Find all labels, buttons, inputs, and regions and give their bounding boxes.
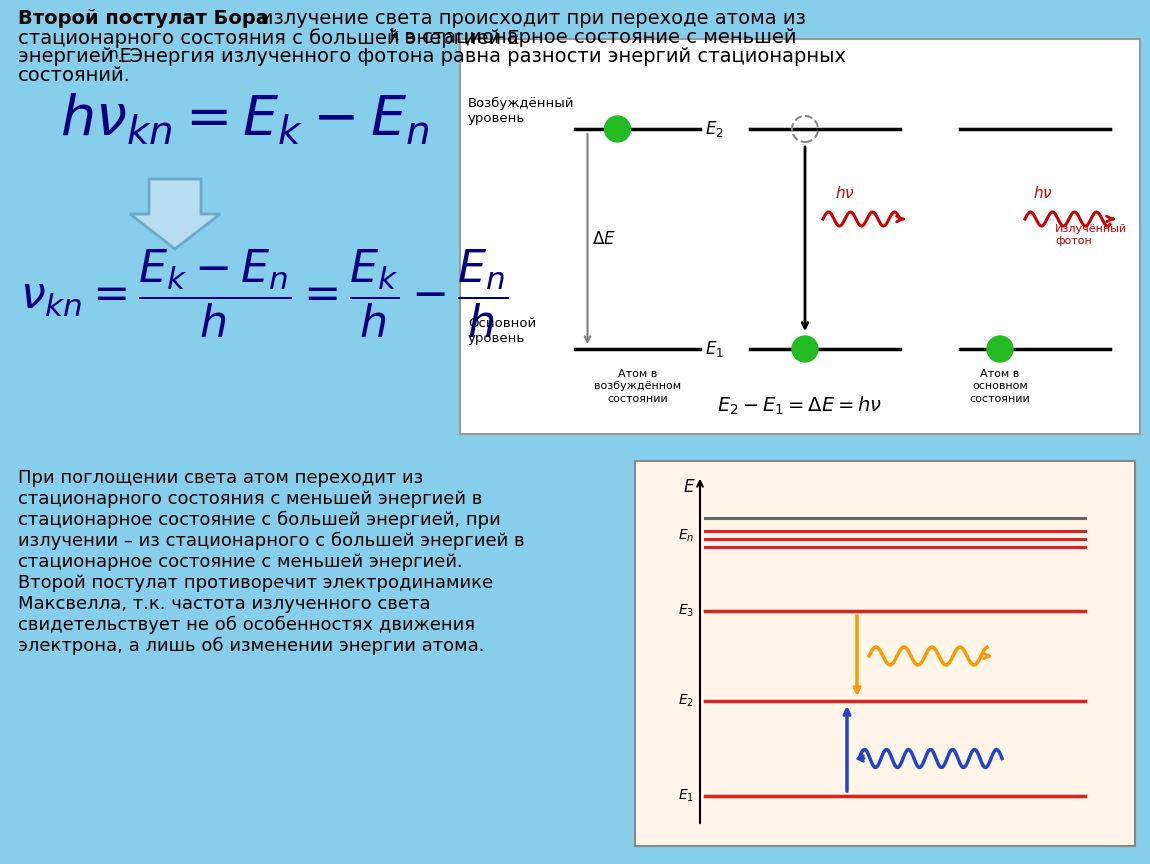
Text: Атом в
возбуждённом
состоянии: Атом в возбуждённом состоянии: [593, 369, 681, 403]
FancyBboxPatch shape: [635, 461, 1135, 846]
Text: $E_1$: $E_1$: [678, 788, 693, 804]
Text: $E_2$: $E_2$: [678, 693, 693, 709]
Text: состояний.: состояний.: [18, 66, 131, 85]
Text: $\Delta E$: $\Delta E$: [592, 230, 616, 248]
Text: Второй постулат Бора: Второй постулат Бора: [18, 9, 269, 28]
Text: электрона, а лишь об изменении энергии атома.: электрона, а лишь об изменении энергии а…: [18, 637, 484, 655]
Text: свидетельствует не об особенностях движения: свидетельствует не об особенностях движе…: [18, 616, 475, 634]
Circle shape: [605, 116, 630, 142]
Text: Возбуждённый
уровень: Возбуждённый уровень: [468, 97, 575, 125]
Text: Излучённый
фотон: Излучённый фотон: [1055, 224, 1127, 245]
Text: $E_3$: $E_3$: [677, 603, 693, 619]
Text: n: n: [109, 47, 118, 62]
Text: Максвелла, т.к. частота излученного света: Максвелла, т.к. частота излученного свет…: [18, 595, 430, 613]
Text: в стационарное состояние с меньшей: в стационарное состояние с меньшей: [398, 28, 797, 47]
Text: стационарное состояние с большей энергией, при: стационарное состояние с большей энергие…: [18, 511, 500, 530]
Text: . Энергия излученного фотона равна разности энергий стационарных: . Энергия излученного фотона равна разно…: [117, 47, 846, 66]
Text: энергией E: энергией E: [18, 47, 132, 66]
Text: $E$: $E$: [683, 478, 695, 496]
FancyBboxPatch shape: [460, 39, 1140, 434]
Text: стационарного состояния с меньшей энергией в: стационарного состояния с меньшей энерги…: [18, 490, 482, 508]
Text: $E_2 - E_1 = \Delta E = h\nu$: $E_2 - E_1 = \Delta E = h\nu$: [718, 395, 883, 417]
Text: излучении – из стационарного с большей энергией в: излучении – из стационарного с большей э…: [18, 532, 524, 550]
Text: $\nu_{kn} = \dfrac{E_k - E_n}{h} = \dfrac{E_k}{h} - \dfrac{E_n}{h}$: $\nu_{kn} = \dfrac{E_k - E_n}{h} = \dfra…: [20, 248, 508, 340]
Text: Основной
уровень: Основной уровень: [468, 317, 536, 345]
Text: : излучение света происходит при переходе атома из: : излучение света происходит при переход…: [248, 9, 806, 28]
Text: Атом в
основном
состоянии: Атом в основном состоянии: [969, 369, 1030, 403]
Circle shape: [987, 336, 1013, 362]
Text: стационарного состояния с большей энергией E: стационарного состояния с большей энерги…: [18, 28, 520, 48]
Text: $E_n$: $E_n$: [677, 528, 693, 544]
Polygon shape: [130, 179, 220, 249]
Text: При поглощении света атом переходит из: При поглощении света атом переходит из: [18, 469, 423, 487]
Text: $h\nu$: $h\nu$: [835, 185, 854, 201]
Text: $E_1$: $E_1$: [705, 339, 723, 359]
Text: k: k: [390, 28, 399, 43]
Text: $h\nu_{kn} = E_k - E_n$: $h\nu_{kn} = E_k - E_n$: [60, 92, 429, 146]
Text: $h\nu$: $h\nu$: [1033, 185, 1052, 201]
Text: стационарное состояние с меньшей энергией.: стационарное состояние с меньшей энергие…: [18, 553, 462, 571]
Text: Второй постулат противоречит электродинамике: Второй постулат противоречит электродина…: [18, 574, 493, 592]
Circle shape: [792, 336, 818, 362]
Text: $E_2$: $E_2$: [705, 119, 723, 139]
